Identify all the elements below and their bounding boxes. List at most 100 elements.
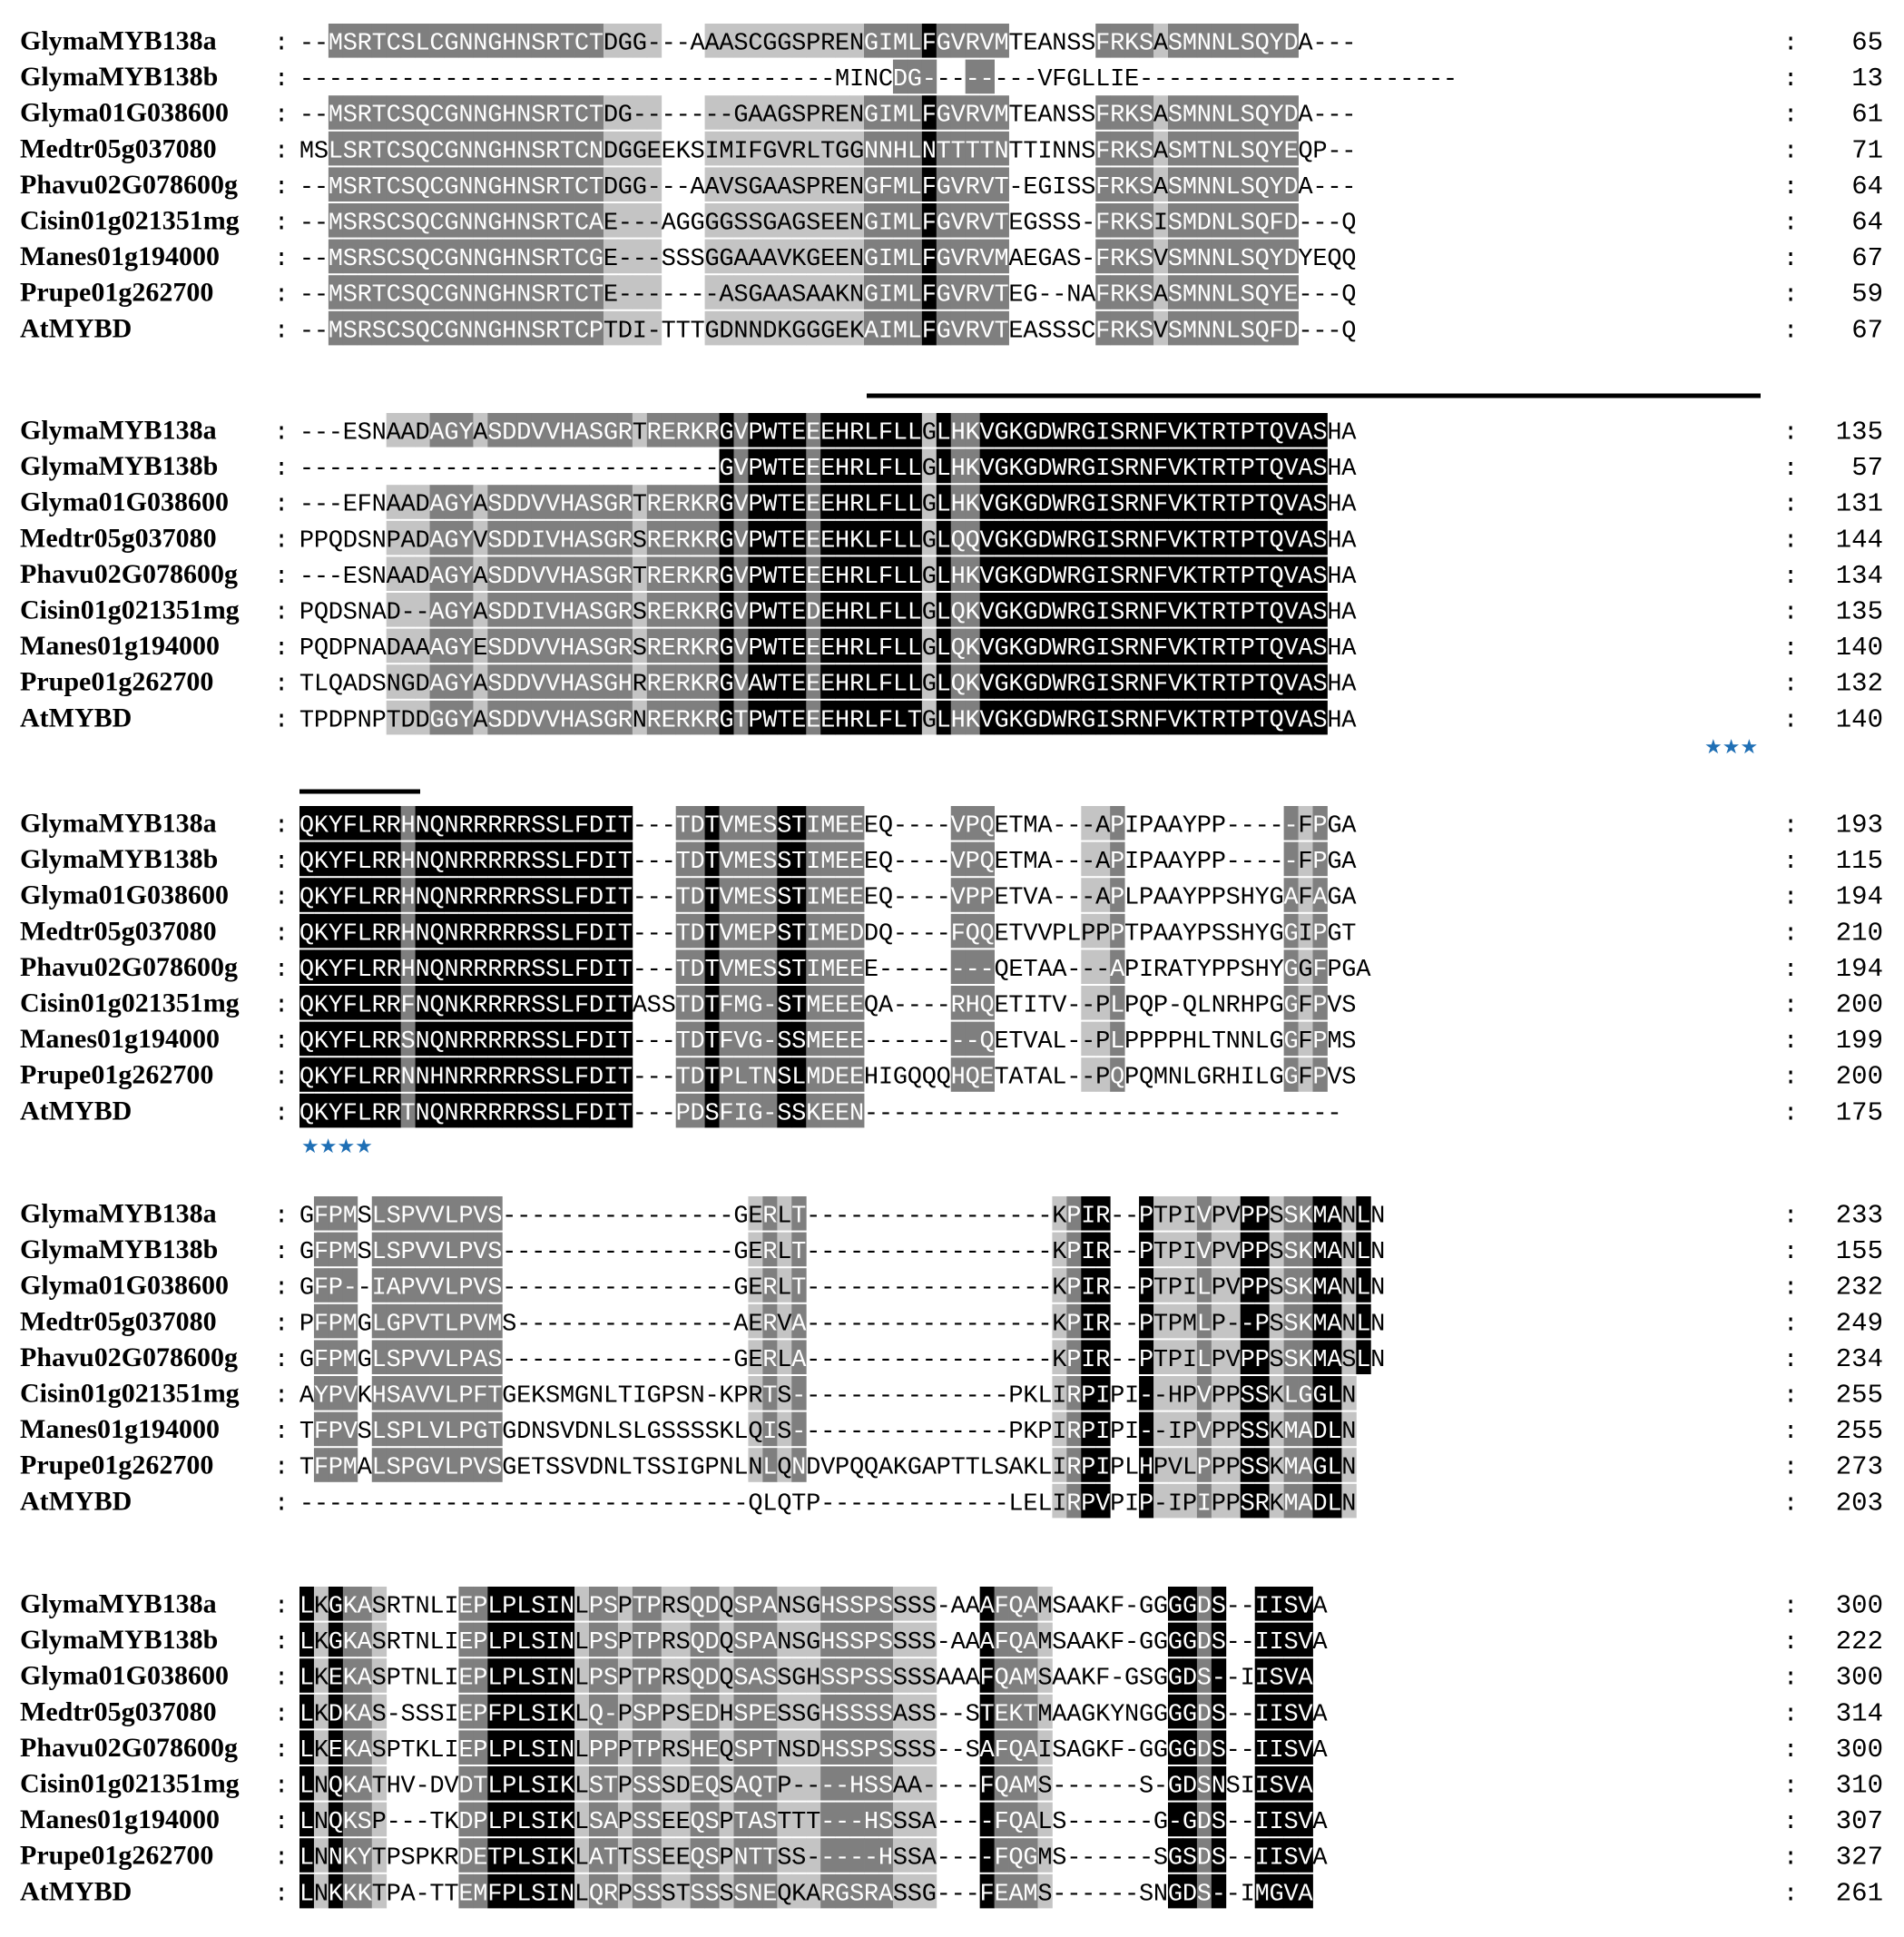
separator: : <box>274 957 289 984</box>
residue: M <box>329 318 343 345</box>
residue: V <box>1168 707 1183 734</box>
residue: T <box>704 849 719 876</box>
residue: R <box>1066 456 1081 483</box>
residue: M <box>1183 31 1197 58</box>
residue: R <box>849 635 864 663</box>
residue: T <box>618 993 633 1020</box>
residue: L <box>444 1239 458 1266</box>
residue: P <box>1212 1239 1226 1266</box>
residue: K <box>1008 492 1024 519</box>
alignment-row: Prupe01g262700: T L Q A D S N G D A G Y A S D D V V H A S G H R R… <box>20 664 1883 699</box>
residue: F <box>878 564 893 591</box>
residue: E <box>662 527 676 555</box>
residue: E <box>791 672 806 699</box>
residue: L <box>980 1455 995 1482</box>
residue: - <box>633 103 647 130</box>
residue: P <box>1008 1419 1023 1446</box>
residue: P <box>502 1666 516 1693</box>
residue: S <box>531 174 545 202</box>
residue: - <box>820 1490 835 1518</box>
residue: P <box>502 1594 516 1621</box>
residue: W <box>1052 707 1067 734</box>
residue: - <box>966 1347 980 1374</box>
residue: R <box>516 993 531 1020</box>
shade-cell <box>748 131 763 166</box>
residue: L <box>372 1311 387 1338</box>
residue: A <box>1341 813 1357 841</box>
residue: H <box>1255 957 1270 984</box>
residue: R <box>966 211 980 238</box>
residue: R <box>647 600 662 627</box>
residue: F <box>1095 103 1110 130</box>
shade-cell <box>965 59 981 94</box>
residue: S <box>908 1666 922 1693</box>
residue: R <box>487 993 502 1020</box>
residue: L <box>908 600 922 627</box>
residue: A <box>1341 420 1357 447</box>
residue: L <box>1226 211 1241 238</box>
residue: N <box>994 138 1008 165</box>
residue: A <box>1341 527 1357 555</box>
residue: T <box>704 993 719 1020</box>
separator: : <box>1783 885 1798 912</box>
residue: A <box>1341 456 1357 483</box>
residue: L <box>1283 1383 1298 1411</box>
residue: E <box>1008 211 1023 238</box>
residue: S <box>1168 318 1183 345</box>
residue: - <box>922 957 937 984</box>
residue: P <box>1110 1419 1124 1446</box>
residue: K <box>314 1594 329 1621</box>
residue: K <box>1183 600 1198 627</box>
residue: E <box>864 849 878 876</box>
residue: D <box>502 420 516 447</box>
residue: E <box>1023 246 1037 273</box>
residue: V <box>1298 1594 1313 1621</box>
residue: L <box>358 1100 372 1127</box>
residue: - <box>908 849 922 876</box>
residue: F <box>574 849 589 876</box>
residue: - <box>502 1490 516 1518</box>
residue: D <box>516 492 531 519</box>
residue: M <box>893 282 908 310</box>
residue: M <box>1153 1065 1168 1092</box>
residue: C <box>429 174 444 202</box>
residue: S <box>589 527 604 555</box>
residue: R <box>1110 138 1124 165</box>
residue: L <box>908 138 922 165</box>
residue: - <box>1052 813 1066 841</box>
residue: I <box>1095 707 1110 734</box>
residue: G <box>1124 1666 1139 1693</box>
residue: E <box>806 420 820 447</box>
residue: S <box>545 1419 560 1446</box>
residue: R <box>473 1028 487 1056</box>
shade-cell <box>531 131 546 166</box>
residue: - <box>618 211 633 238</box>
residue: D <box>589 1455 604 1482</box>
residue: - <box>835 1311 849 1338</box>
residue: - <box>314 31 329 58</box>
residue: S <box>358 564 372 591</box>
residue: P <box>748 456 762 483</box>
residue: R <box>516 1028 531 1056</box>
residue: - <box>589 1347 604 1374</box>
residue: R <box>458 1065 473 1092</box>
residue: D <box>589 993 604 1020</box>
residue: - <box>647 211 662 238</box>
residue: T <box>1226 672 1241 699</box>
residue: - <box>966 1490 980 1518</box>
shade-cell <box>589 95 604 130</box>
residue: R <box>1066 1419 1081 1446</box>
residue: F <box>1095 211 1110 238</box>
residue: A <box>429 527 445 555</box>
residue: F <box>343 813 358 841</box>
residue: - <box>893 1383 908 1411</box>
residue: Q <box>878 849 893 876</box>
residue: V <box>1197 1383 1212 1411</box>
residue: - <box>922 813 937 841</box>
residue: E <box>1124 66 1139 93</box>
residue: - <box>1023 1275 1037 1303</box>
residue: R <box>1066 1455 1081 1482</box>
residue: T <box>618 885 633 912</box>
residue: G <box>733 1275 748 1303</box>
residue: - <box>676 1275 691 1303</box>
